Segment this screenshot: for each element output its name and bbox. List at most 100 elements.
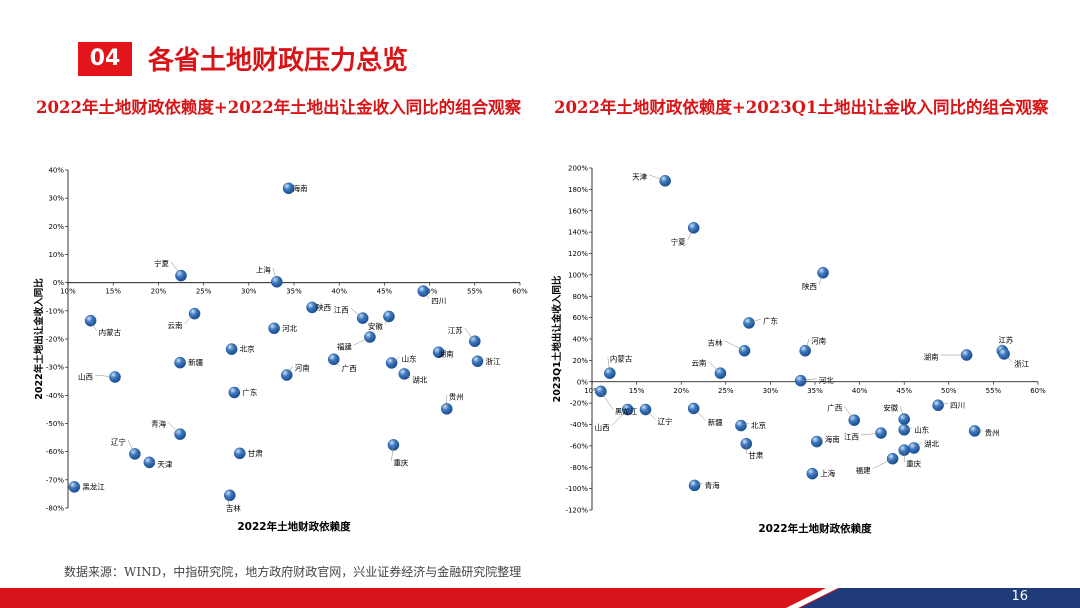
point-label: 北京 (240, 344, 255, 354)
y-tick-label: -40% (46, 392, 64, 400)
point-label: 广东 (242, 387, 257, 397)
x-tick-label: 30% (763, 387, 779, 395)
left-chart-subtitle: 2022年土地财政依赖度+2022年土地出让金收入同比的组合观察 (36, 98, 522, 117)
y-tick-label: 0% (53, 279, 64, 287)
leader-line (708, 361, 721, 374)
leader-line (818, 272, 824, 285)
x-tick-label: 60% (1030, 387, 1046, 395)
y-tick-label: 120% (568, 250, 588, 258)
data-point (595, 385, 607, 398)
point-label: 黑龙江 (82, 481, 105, 491)
leader-line (872, 458, 893, 469)
point-label: 四川 (950, 401, 965, 410)
x-tick-label: 40% (331, 288, 347, 296)
point-label: 安徽 (368, 321, 383, 331)
left-scatter-chart: 40%30%20%10%0%-10%-20%-30%-40%-50%-60%-7… (33, 167, 528, 534)
y-tick-label: 20% (572, 357, 588, 365)
point-label: 山西 (595, 422, 610, 432)
x-tick-label: 30% (241, 288, 257, 296)
data-point (908, 442, 920, 454)
leader-line (844, 406, 855, 421)
y-tick-label: -10% (46, 307, 64, 315)
point-label: 辽宁 (658, 416, 673, 426)
point-label: 宁夏 (154, 258, 169, 268)
leader-line (353, 336, 371, 346)
y-tick-label: -100% (565, 485, 588, 493)
x-tick-label: 50% (941, 387, 957, 395)
point-label: 天津 (632, 172, 647, 181)
point-label: 广东 (763, 315, 778, 325)
point-label: 天津 (157, 460, 172, 469)
leader-line (180, 360, 187, 363)
point-label: 黑龙江 (615, 406, 638, 416)
point-label: 青海 (705, 480, 720, 490)
point-label: 河南 (295, 363, 310, 373)
data-point (743, 317, 755, 329)
point-label: 海南 (825, 434, 840, 444)
point-label: 河南 (811, 335, 826, 345)
y-tick-label: 140% (568, 229, 588, 237)
leader-line (600, 391, 614, 410)
y-axis-title: 2023Q1土地出让金收入同比 (551, 275, 563, 402)
leader-line (184, 313, 195, 324)
leader-line (693, 408, 706, 421)
data-point (794, 374, 807, 387)
point-label: 新疆 (708, 417, 723, 427)
leader-line (748, 318, 762, 324)
leader-line (477, 359, 484, 362)
point-label: 湖北 (924, 440, 940, 449)
point-label: 湖南 (924, 352, 939, 362)
point-label: 内蒙古 (610, 354, 633, 364)
leader-line (904, 427, 913, 431)
y-tick-label: 30% (48, 195, 64, 203)
y-tick-label: -20% (570, 400, 588, 408)
leader-line (1003, 353, 1013, 363)
point-label: 广西 (342, 363, 357, 373)
leader-line (800, 378, 817, 381)
point-label: 江苏 (448, 325, 463, 335)
point-label: 云南 (691, 358, 706, 368)
y-tick-label: -40% (570, 421, 588, 429)
point-label: 上海 (256, 264, 271, 274)
y-tick-label: 80% (572, 293, 588, 301)
y-tick-label: -70% (46, 476, 64, 484)
leader-line (607, 357, 611, 374)
leader-line (611, 409, 628, 426)
leader-line (227, 495, 231, 507)
leader-line (167, 422, 181, 435)
right-scatter-chart: 200% 180% 160% 140% 120% 100% 80% 60% 40% 20% 0% -2… (551, 165, 1046, 536)
leader-line (170, 261, 182, 276)
y-tick-label: 20% (48, 223, 64, 231)
leader-line (231, 346, 238, 350)
leader-line (687, 227, 694, 240)
leader-line (94, 374, 116, 378)
x-tick-label: 45% (896, 387, 912, 395)
point-label: 山东 (402, 353, 417, 363)
y-tick-label: 160% (568, 207, 588, 215)
leader-line (812, 471, 819, 474)
data-point (659, 175, 671, 187)
leader-line (90, 320, 97, 331)
point-label: 重庆 (906, 459, 921, 469)
footer-accent (786, 588, 1080, 608)
point-label: 福建 (337, 342, 352, 352)
point-label: 甘肃 (748, 450, 763, 460)
y-tick-label: -20% (46, 336, 64, 344)
data-point (735, 419, 747, 432)
leader-line (274, 326, 281, 329)
leader-line (938, 403, 949, 406)
point-label: 四川 (431, 297, 446, 306)
point-label: 贵州 (985, 427, 1000, 437)
x-tick-label: 10% (60, 288, 76, 296)
point-label: 浙江 (1014, 358, 1030, 368)
point-label: 新疆 (188, 357, 203, 367)
point-label: 浙江 (486, 356, 501, 366)
data-point (432, 346, 445, 359)
x-tick-label: 15% (105, 288, 121, 296)
section-number-badge: 04 (78, 42, 132, 76)
x-tick-label: 45% (377, 288, 393, 296)
x-tick-label: 60% (512, 288, 528, 296)
y-tick-label: 180% (568, 186, 588, 194)
point-label: 吉林 (226, 503, 241, 513)
x-tick-label: 50% (422, 288, 438, 296)
